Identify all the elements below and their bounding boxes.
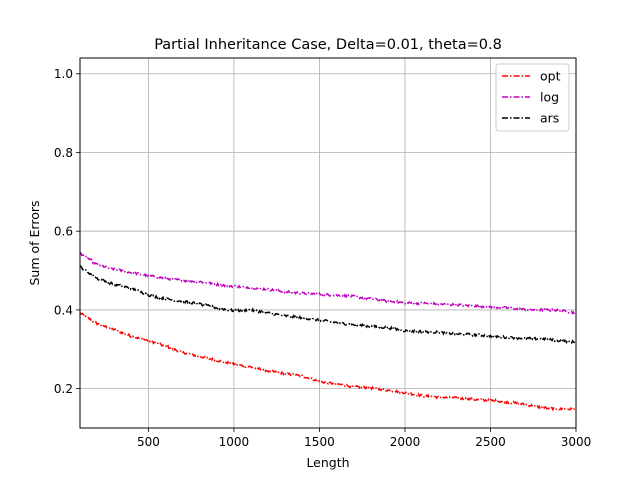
x-tick-label: 2500 — [475, 435, 506, 449]
legend-box — [495, 63, 570, 132]
series-line-opt — [79, 312, 577, 412]
series-lines — [79, 252, 577, 412]
y-tick-label: 0.2 — [54, 382, 73, 396]
x-tick-label: 3000 — [561, 435, 592, 449]
y-axis-label: Sum of Errors — [27, 200, 42, 285]
y-tick-label: 0.8 — [54, 146, 73, 160]
legend-label-ars: ars — [540, 111, 559, 126]
y-tick-label: 0.6 — [54, 225, 73, 239]
x-tick-label: 1500 — [304, 435, 335, 449]
grid — [80, 58, 577, 428]
legend-label-opt: opt — [540, 69, 561, 84]
axes-frame — [79, 57, 577, 429]
x-tick-label: 1000 — [219, 435, 250, 449]
axis-ticks: 500 1000 1500 2000 2500 3000 0.2 0.4 0.6 0.8 1.0 — [54, 67, 591, 449]
legend: opt log ars — [495, 63, 570, 132]
x-tick-label: 500 — [137, 435, 160, 449]
x-axis-label: Length — [306, 455, 349, 470]
y-tick-label: 0.4 — [54, 303, 73, 317]
series-line-ars — [79, 265, 577, 345]
x-tick-label: 2000 — [390, 435, 421, 449]
chart-title: Partial Inheritance Case, Delta=0.01, th… — [154, 37, 502, 53]
legend-label-log: log — [540, 90, 559, 105]
series-line-log — [79, 252, 577, 316]
y-tick-label: 1.0 — [54, 67, 73, 81]
